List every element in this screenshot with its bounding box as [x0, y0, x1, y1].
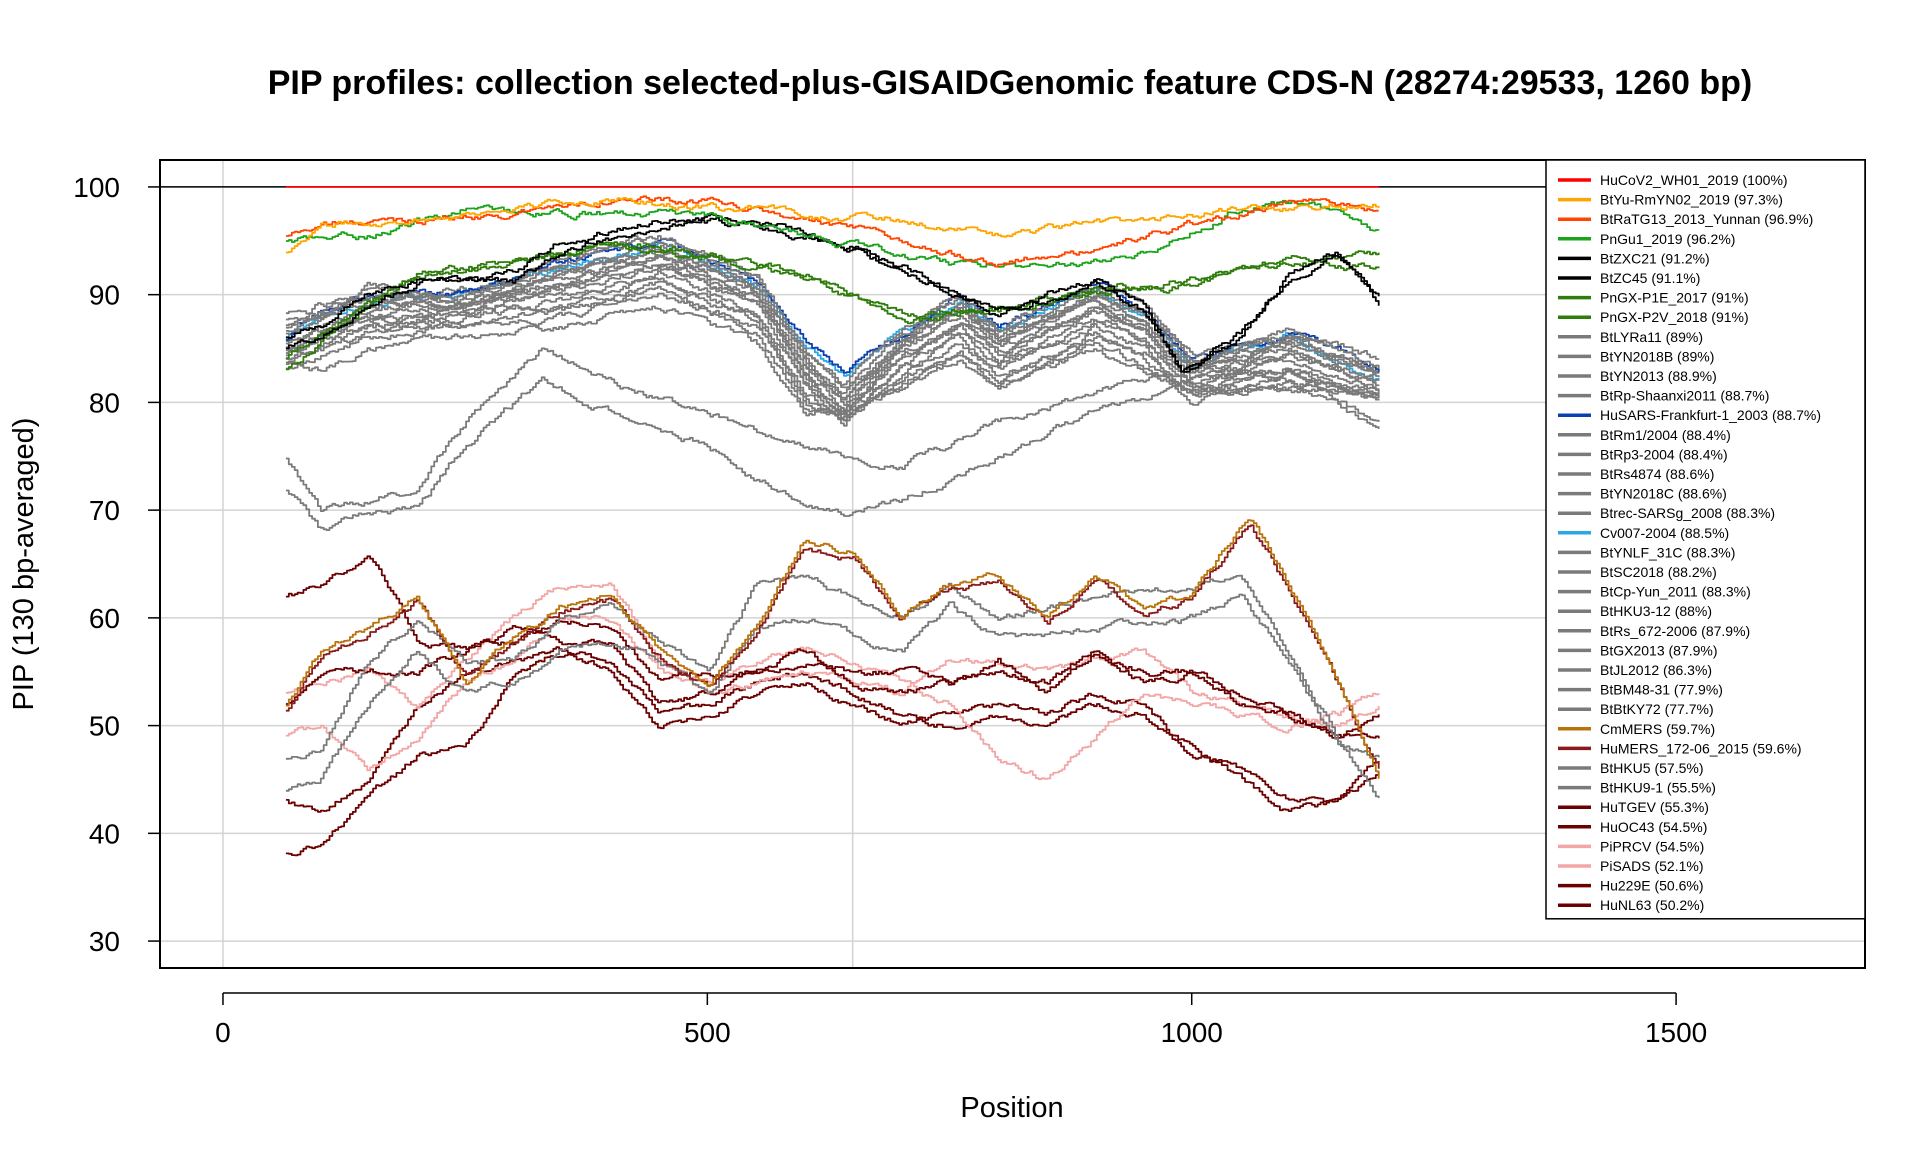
legend-label: BtRs_672-2006 (87.9%) — [1600, 623, 1750, 639]
y-tick-label: 60 — [89, 603, 120, 634]
legend-label: HuOC43 (54.5%) — [1600, 819, 1707, 835]
series-line — [285, 255, 1380, 411]
legend-label: BtSC2018 (88.2%) — [1600, 564, 1717, 580]
x-tick-label: 1500 — [1645, 1017, 1707, 1048]
series-line — [285, 582, 1380, 781]
legend-label: BtYNLF_31C (88.3%) — [1600, 544, 1735, 560]
y-tick-label: 50 — [89, 711, 120, 742]
series-line — [285, 614, 1380, 772]
legend-label: BtGX2013 (87.9%) — [1600, 642, 1718, 658]
legend-label: BtYN2018B (89%) — [1600, 348, 1714, 364]
series-line — [285, 199, 1380, 268]
series-line — [285, 625, 1380, 739]
legend-label: BtRp-Shaanxi2011 (88.7%) — [1600, 388, 1769, 404]
legend-label: PiSADS (52.1%) — [1600, 858, 1703, 874]
legend-label: HuNL63 (50.2%) — [1600, 897, 1704, 913]
series-line — [285, 370, 1380, 531]
legend-label: BtYu-RmYN02_2019 (97.3%) — [1600, 192, 1783, 208]
legend-label: BtHKU9-1 (55.5%) — [1600, 780, 1716, 796]
chart-title: PIP profiles: collection selected-plus-G… — [268, 64, 1753, 102]
legend: HuCoV2_WH01_2019 (100%) BtYu-RmYN02_2019 … — [1545, 159, 1866, 920]
legend-label: BtCp-Yun_2011 (88.3%) — [1600, 584, 1751, 600]
legend-label: Cv007-2004 (88.5%) — [1600, 525, 1729, 541]
y-tick-label: 70 — [89, 495, 120, 526]
legend-label: PnGX-P1E_2017 (91%) — [1600, 290, 1749, 306]
series-line — [285, 238, 1380, 389]
y-tick-label: 100 — [73, 172, 120, 203]
series-line — [285, 244, 1380, 395]
y-tick-label: 90 — [89, 280, 120, 311]
legend-label: PnGX-P2V_2018 (91%) — [1600, 309, 1749, 325]
legend-label: BtRaTG13_2013_Yunnan (96.9%) — [1600, 211, 1813, 227]
series-line — [285, 197, 1380, 254]
legend-label: PiPRCV (54.5%) — [1600, 838, 1704, 854]
legend-label: BtBtKY72 (77.7%) — [1600, 701, 1714, 717]
x-axis-label: Position — [960, 1092, 1063, 1124]
series-line — [285, 555, 1380, 740]
legend-label: BtRs4874 (88.6%) — [1600, 466, 1714, 482]
legend-label: PnGu1_2019 (96.2%) — [1600, 231, 1735, 247]
legend-label: BtHKU5 (57.5%) — [1600, 760, 1703, 776]
legend-label: BtRp3-2004 (88.4%) — [1600, 446, 1728, 462]
y-tick-label: 40 — [89, 818, 120, 849]
series-line — [285, 267, 1380, 415]
y-axis: 30 40 50 60 70 80 90 100 — [73, 172, 161, 957]
legend-label: Btrec-SARSg_2008 (88.3%) — [1600, 505, 1775, 521]
legend-label: BtYN2018C (88.6%) — [1600, 486, 1727, 502]
legend-label: HuMERS_172-06_2015 (59.6%) — [1600, 740, 1802, 756]
legend-label: BtJL2012 (86.3%) — [1600, 662, 1712, 678]
y-axis-label: PIP (130 bp-averaged) — [8, 418, 40, 711]
series-line — [285, 519, 1380, 779]
series-line — [285, 254, 1380, 401]
legend-label: HuTGEV (55.3%) — [1600, 799, 1709, 815]
legend-box — [1545, 159, 1866, 920]
series-line — [285, 524, 1380, 769]
series-line — [285, 241, 1380, 360]
legend-label: BtRm1/2004 (88.4%) — [1600, 427, 1731, 443]
x-tick-label: 0 — [215, 1017, 231, 1048]
series-line — [285, 280, 1380, 421]
legend-label: BtZXC21 (91.2%) — [1600, 250, 1710, 266]
series-line — [285, 235, 1380, 386]
y-tick-label: 30 — [89, 926, 120, 957]
legend-label: BtYN2013 (88.9%) — [1600, 368, 1717, 384]
series-line — [285, 241, 1380, 371]
legend-label: BtHKU3-12 (88%) — [1600, 603, 1712, 619]
legend-label: BtLYRa11 (89%) — [1600, 329, 1703, 345]
legend-label: HuSARS-Frankfurt-1_2003 (88.7%) — [1600, 407, 1821, 423]
series-line — [285, 195, 1379, 268]
legend-label: Hu229E (50.6%) — [1600, 878, 1704, 894]
y-tick-label: 80 — [89, 387, 120, 418]
legend-label: CmMERS (59.7%) — [1600, 721, 1715, 737]
legend-label: HuCoV2_WH01_2019 (100%) — [1600, 172, 1788, 188]
series-lines — [285, 186, 1380, 857]
series-line — [285, 651, 1380, 857]
x-tick-label: 1000 — [1161, 1017, 1223, 1048]
x-axis: 0 500 1000 1500 — [215, 992, 1707, 1048]
series-line — [285, 593, 1380, 792]
x-tick-label: 500 — [684, 1017, 731, 1048]
legend-label: BtBM48-31 (77.9%) — [1600, 682, 1723, 698]
series-line — [285, 277, 1380, 422]
legend-label: BtZC45 (91.1%) — [1600, 270, 1700, 286]
